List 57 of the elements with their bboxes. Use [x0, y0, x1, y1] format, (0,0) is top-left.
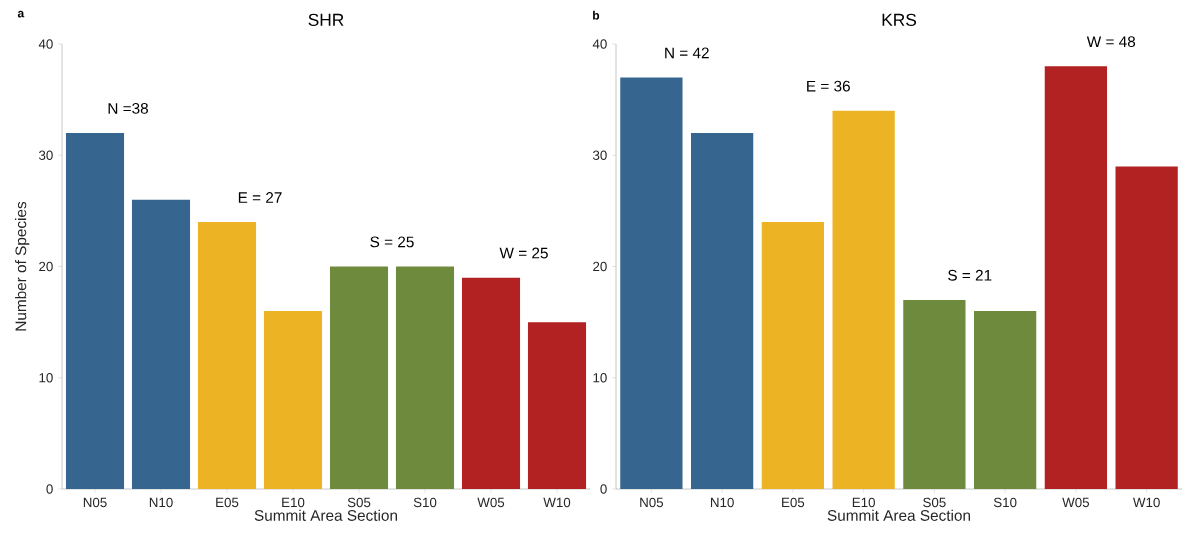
bar — [461, 277, 521, 489]
annotation: W = 25 — [499, 247, 548, 259]
bar — [761, 222, 825, 489]
x-tick-label: N05 — [640, 497, 664, 508]
y-tick-label: 10 — [39, 373, 53, 383]
y-axis-title: Number of Species — [15, 201, 30, 331]
text: b — [593, 10, 600, 20]
bar — [263, 311, 323, 489]
x-tick-label: N05 — [83, 497, 107, 508]
y-tick-label: 0 — [46, 484, 53, 494]
bar — [974, 311, 1037, 489]
x-tick-label: S10 — [993, 497, 1017, 508]
text: a — [17, 10, 25, 18]
bar — [131, 199, 191, 489]
x-tick-label: E10 — [852, 497, 875, 508]
y-tick-label: 40 — [38, 39, 53, 49]
x-tick-label: S05 — [923, 497, 946, 508]
y-tick-label: 30 — [38, 150, 53, 160]
y-tick-label: 10 — [593, 373, 607, 383]
y-tick-label: 40 — [592, 39, 607, 49]
y-tick-label: 30 — [592, 150, 607, 160]
bar — [903, 299, 966, 489]
bar — [1115, 166, 1178, 489]
x-tick-label: N10 — [710, 497, 734, 508]
annotation: S = 25 — [370, 236, 414, 248]
annotation: S = 21 — [948, 269, 992, 281]
x-tick-label: W05 — [1062, 497, 1090, 508]
bar — [832, 110, 895, 489]
x-tick-label: E05 — [782, 497, 805, 508]
x-tick-label: W05 — [477, 497, 505, 508]
bar — [691, 133, 754, 489]
annotation: E = 36 — [807, 80, 850, 92]
y-tick-label: 0 — [600, 484, 607, 494]
chart-title: KRS — [882, 13, 917, 26]
x-tick-label: S05 — [347, 497, 371, 508]
bar — [65, 133, 125, 489]
x-axis-title: Summit Area Section — [254, 509, 397, 521]
annotation: E = 27 — [238, 192, 282, 203]
bar — [1044, 66, 1108, 489]
annotation: N =38 — [108, 102, 148, 114]
x-tick-label: W10 — [543, 497, 571, 508]
x-tick-label: W10 — [1132, 497, 1160, 508]
annotation: N = 42 — [665, 47, 709, 59]
x-axis-title: Summit Area Section — [827, 509, 970, 521]
x-tick-label: E10 — [282, 497, 305, 508]
bar — [620, 77, 683, 489]
y-tick-label: 20 — [593, 261, 607, 272]
x-tick-label: E05 — [216, 497, 239, 508]
x-tick-label: S10 — [413, 497, 437, 508]
y-tick-label: 20 — [39, 261, 53, 272]
chart-title: SHR — [308, 13, 344, 26]
annotation: W = 48 — [1086, 36, 1136, 48]
bar — [197, 222, 257, 489]
bar — [395, 266, 455, 489]
x-tick-label: N10 — [149, 497, 173, 508]
bar — [329, 266, 389, 489]
bar — [527, 322, 587, 489]
